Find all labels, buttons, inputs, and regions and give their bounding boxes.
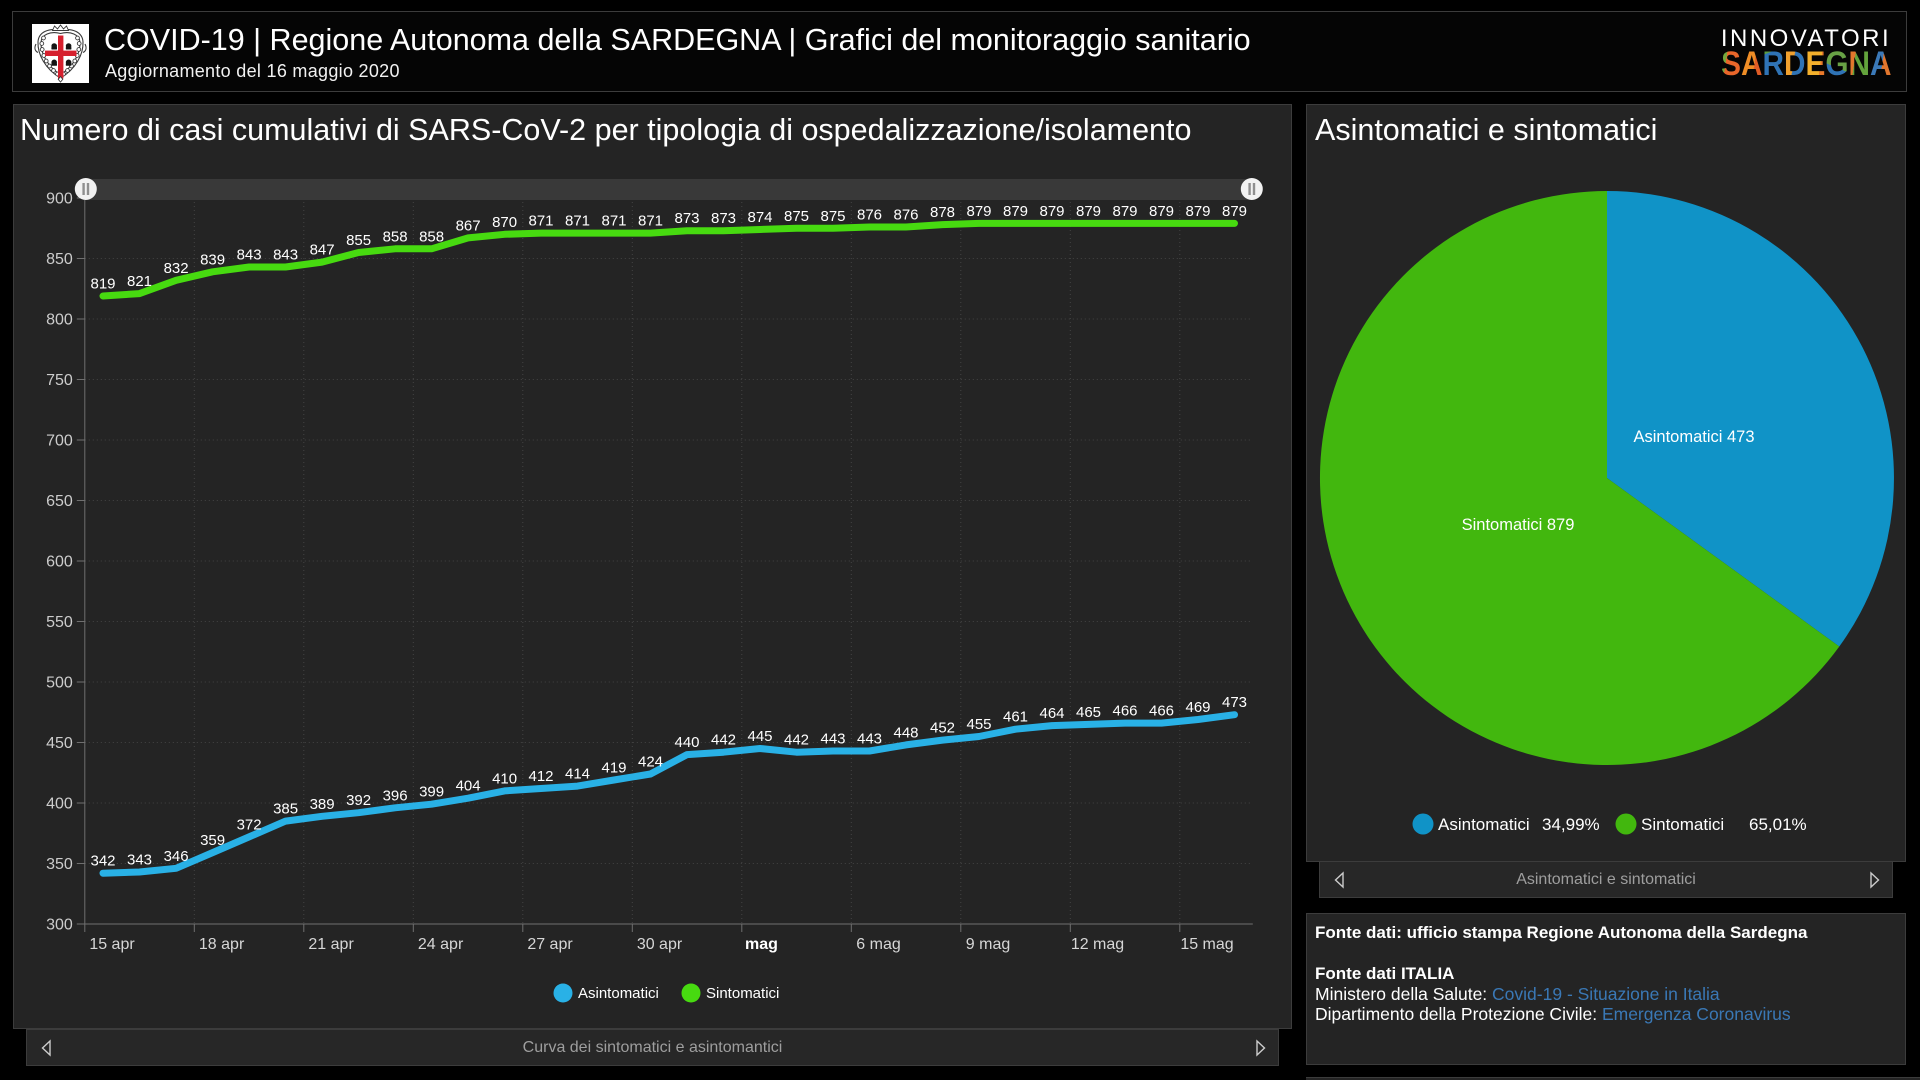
svg-text:12 mag: 12 mag <box>1071 936 1124 953</box>
svg-text:900: 900 <box>46 191 73 208</box>
svg-text:443: 443 <box>857 731 882 748</box>
svg-text:385: 385 <box>273 801 298 818</box>
svg-text:819: 819 <box>90 276 115 293</box>
svg-text:876: 876 <box>857 207 882 224</box>
svg-text:870: 870 <box>492 214 517 231</box>
svg-text:414: 414 <box>565 766 590 783</box>
svg-text:30 apr: 30 apr <box>637 936 683 953</box>
svg-text:461: 461 <box>1003 709 1028 726</box>
svg-text:Sintomatici: Sintomatici <box>1641 815 1724 834</box>
svg-text:445: 445 <box>747 728 772 745</box>
svg-text:878: 878 <box>930 204 955 221</box>
svg-text:871: 871 <box>638 213 663 230</box>
svg-text:855: 855 <box>346 232 371 249</box>
svg-text:15 apr: 15 apr <box>89 936 135 953</box>
svg-text:466: 466 <box>1149 703 1174 720</box>
svg-text:875: 875 <box>784 208 809 225</box>
svg-text:600: 600 <box>46 554 73 571</box>
svg-text:442: 442 <box>784 732 809 749</box>
svg-text:9 mag: 9 mag <box>966 936 1010 953</box>
svg-text:21 apr: 21 apr <box>308 936 354 953</box>
svg-text:879: 879 <box>1003 203 1028 220</box>
svg-text:465: 465 <box>1076 704 1101 721</box>
svg-text:874: 874 <box>747 209 772 226</box>
svg-text:879: 879 <box>1222 203 1247 220</box>
svg-text:404: 404 <box>456 778 481 795</box>
svg-text:300: 300 <box>46 917 73 934</box>
svg-text:843: 843 <box>237 247 262 264</box>
svg-text:879: 879 <box>966 203 991 220</box>
svg-text:18 apr: 18 apr <box>199 936 245 953</box>
svg-text:466: 466 <box>1112 703 1137 720</box>
svg-text:442: 442 <box>711 732 736 749</box>
svg-text:27 apr: 27 apr <box>527 936 573 953</box>
svg-text:15 mag: 15 mag <box>1180 936 1233 953</box>
svg-text:550: 550 <box>46 614 73 631</box>
svg-text:847: 847 <box>310 242 335 259</box>
svg-text:6 mag: 6 mag <box>856 936 900 953</box>
svg-text:858: 858 <box>383 228 408 245</box>
svg-text:Asintomatici 473: Asintomatici 473 <box>1633 428 1754 446</box>
svg-text:871: 871 <box>565 213 590 230</box>
svg-text:359: 359 <box>200 832 225 849</box>
svg-text:410: 410 <box>492 770 517 787</box>
svg-text:412: 412 <box>528 768 553 785</box>
svg-text:879: 879 <box>1039 203 1064 220</box>
svg-text:440: 440 <box>674 734 699 751</box>
svg-text:24 apr: 24 apr <box>418 936 464 953</box>
svg-text:700: 700 <box>46 433 73 450</box>
svg-text:Sintomatici: Sintomatici <box>706 985 779 1002</box>
svg-text:843: 843 <box>273 247 298 264</box>
svg-text:Asintomatici: Asintomatici <box>578 985 659 1002</box>
svg-text:871: 871 <box>528 213 553 230</box>
svg-text:879: 879 <box>1185 203 1210 220</box>
svg-text:876: 876 <box>893 207 918 224</box>
svg-text:448: 448 <box>893 724 918 741</box>
svg-text:873: 873 <box>674 210 699 227</box>
svg-text:450: 450 <box>46 735 73 752</box>
svg-text:873: 873 <box>711 210 736 227</box>
svg-text:419: 419 <box>601 760 626 777</box>
svg-text:Sintomatici 879: Sintomatici 879 <box>1462 516 1575 534</box>
svg-text:850: 850 <box>46 251 73 268</box>
svg-text:800: 800 <box>46 312 73 329</box>
svg-text:400: 400 <box>46 796 73 813</box>
svg-text:65,01%: 65,01% <box>1749 815 1807 834</box>
svg-text:346: 346 <box>164 848 189 865</box>
svg-text:650: 650 <box>46 493 73 510</box>
svg-text:399: 399 <box>419 784 444 801</box>
svg-text:464: 464 <box>1039 705 1064 722</box>
svg-text:879: 879 <box>1149 203 1174 220</box>
svg-text:875: 875 <box>820 208 845 225</box>
svg-text:832: 832 <box>164 260 189 277</box>
svg-text:455: 455 <box>966 716 991 733</box>
svg-text:392: 392 <box>346 792 371 809</box>
svg-text:389: 389 <box>310 796 335 813</box>
svg-text:879: 879 <box>1112 203 1137 220</box>
svg-text:424: 424 <box>638 754 663 771</box>
svg-text:34,99%: 34,99% <box>1542 815 1600 834</box>
svg-text:821: 821 <box>127 273 152 290</box>
svg-text:mag: mag <box>745 936 778 953</box>
svg-text:350: 350 <box>46 856 73 873</box>
svg-text:Asintomatici: Asintomatici <box>1438 815 1530 834</box>
svg-text:500: 500 <box>46 675 73 692</box>
svg-text:372: 372 <box>237 816 262 833</box>
svg-text:867: 867 <box>456 217 481 234</box>
svg-text:839: 839 <box>200 251 225 268</box>
svg-text:858: 858 <box>419 228 444 245</box>
svg-text:452: 452 <box>930 720 955 737</box>
svg-text:396: 396 <box>383 787 408 804</box>
svg-text:879: 879 <box>1076 203 1101 220</box>
svg-text:750: 750 <box>46 372 73 389</box>
svg-text:343: 343 <box>127 852 152 869</box>
svg-text:871: 871 <box>601 213 626 230</box>
svg-text:473: 473 <box>1222 694 1247 711</box>
svg-text:443: 443 <box>820 731 845 748</box>
svg-text:469: 469 <box>1185 699 1210 716</box>
svg-text:342: 342 <box>90 853 115 870</box>
